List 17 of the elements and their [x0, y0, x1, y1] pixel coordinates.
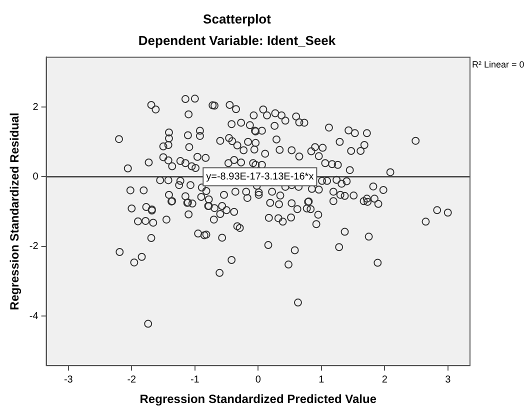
y-tick-label: 0	[32, 171, 39, 182]
x-axis-title: Regression Standardized Predicted Value	[140, 392, 377, 406]
x-tick-label: 0	[255, 374, 262, 386]
x-tick-label: 1	[318, 374, 325, 386]
y-axis-title: Regression Standardized Residual	[8, 112, 22, 310]
x-tick-label: 2	[382, 374, 388, 386]
x-tick-label: -1	[190, 374, 200, 386]
y-tick-label: -2	[29, 241, 39, 252]
x-tick-label: 3	[445, 374, 452, 386]
chart-subtitle: Dependent Variable: Ident_Seek	[138, 32, 336, 48]
x-tick-label: -3	[64, 374, 74, 386]
x-tick-label: -2	[127, 374, 137, 386]
y-tick-label: -4	[29, 310, 39, 322]
text: R² Linear = 0	[472, 60, 524, 70]
y-tick-label: 2	[32, 102, 39, 113]
annotation: y=-8.93E-17-3.13E-16*x	[206, 171, 314, 182]
chart-title: Scatterplot	[203, 11, 272, 26]
